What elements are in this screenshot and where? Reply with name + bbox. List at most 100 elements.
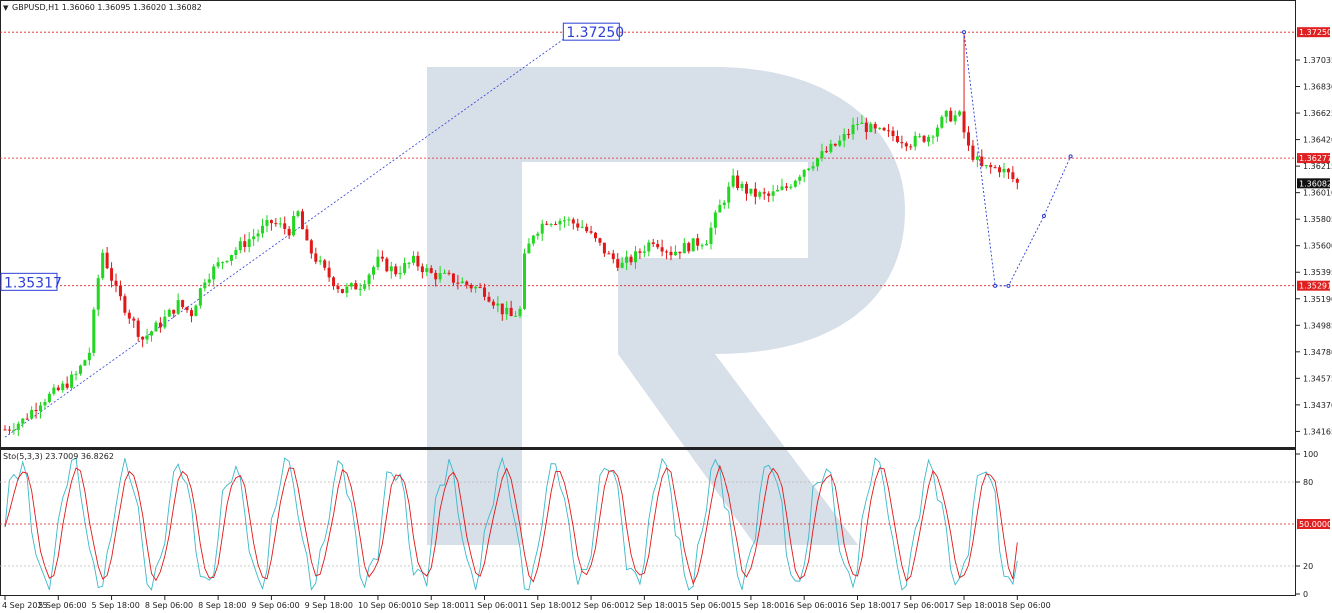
price-tick-label: 1.34575: [1303, 374, 1332, 383]
candle-body: [398, 272, 402, 275]
candle-body: [56, 387, 60, 391]
candle-body: [793, 180, 797, 187]
candle-body: [265, 220, 269, 226]
candle-body: [949, 110, 953, 122]
candle-body: [278, 223, 282, 225]
candle-body: [594, 232, 598, 239]
price-tick-label: 1.34780: [1303, 348, 1332, 357]
candle-body: [292, 216, 296, 236]
annotation-box: [0, 272, 58, 291]
candle-body: [216, 262, 220, 267]
candle-body: [638, 251, 642, 253]
candle-body: [314, 253, 318, 262]
candle-body: [820, 151, 824, 159]
candle-body: [993, 167, 997, 169]
candle-body: [727, 186, 731, 203]
candle-body: [16, 423, 20, 430]
dropdown-arrow-icon[interactable]: ▼: [3, 4, 9, 12]
candle-body: [141, 336, 145, 340]
candle-body: [607, 253, 611, 255]
candle-body: [882, 127, 886, 131]
candle-body: [633, 251, 637, 263]
candles: [3, 32, 1019, 436]
candle-body: [61, 383, 65, 391]
price-axis: 1.37035 1.36830 1.36625 1.36420 1.36215 1.360…: [1296, 56, 1332, 436]
candle-body: [998, 167, 1002, 173]
candle-body: [571, 219, 575, 224]
candle-body: [474, 286, 478, 289]
symbol-info: GBPUSD,H1 1.36060 1.36095 1.36020 1.3608…: [12, 3, 202, 12]
candle-body: [438, 273, 442, 280]
candle-body: [487, 296, 491, 302]
candle-body: [855, 123, 859, 125]
candle-body: [225, 260, 229, 263]
candle-body: [838, 140, 842, 146]
stochastic-level-box: [1297, 519, 1330, 529]
candle-body: [496, 303, 500, 306]
time-tick-label: 10 Sep 06:00: [358, 601, 411, 610]
candle-body: [869, 123, 873, 133]
candle-body: [256, 233, 260, 237]
candle-body: [740, 184, 744, 189]
candle-body: [665, 251, 669, 253]
candle-body: [87, 352, 91, 361]
candle-body: [287, 228, 291, 236]
time-tick-label: 9 Sep 18:00: [305, 601, 353, 610]
candle-body: [78, 365, 82, 374]
forecast-point: [1068, 154, 1073, 159]
candle-body: [984, 165, 988, 167]
current-price-box: [1297, 178, 1330, 189]
candle-body: [451, 273, 455, 283]
price-tick-label: 1.35395: [1303, 268, 1332, 277]
candle-body: [878, 127, 882, 129]
time-tick-label: 10 Sep 18:00: [411, 601, 464, 610]
candle-body: [549, 223, 553, 225]
candle-body: [105, 252, 109, 269]
price-pane[interactable]: [0, 0, 1296, 448]
time-tick-label: 16 Sep 06:00: [784, 601, 837, 610]
candle-body: [389, 266, 393, 272]
candle-body: [567, 219, 571, 221]
candle-body: [385, 258, 389, 272]
candle-body: [731, 175, 735, 187]
price-tick-label: 1.34370: [1303, 401, 1332, 410]
candle-body: [713, 212, 717, 228]
candle-body: [887, 130, 891, 132]
candle-body: [847, 133, 851, 135]
candle-body: [554, 223, 558, 225]
price-tick-label: 1.34165: [1303, 427, 1332, 436]
candle-body: [349, 283, 353, 287]
candle-body: [505, 307, 509, 315]
candle-body: [145, 335, 149, 340]
price-tick-label: 1.37035: [1303, 56, 1332, 65]
candle-body: [913, 135, 917, 147]
candle-body: [625, 256, 629, 263]
candle-body: [1011, 172, 1015, 179]
candle-body: [669, 251, 673, 256]
candle-body: [25, 418, 29, 420]
forecast-path: [962, 30, 1073, 288]
candle-body: [940, 116, 944, 128]
candle-body: [1006, 168, 1010, 173]
candle-body: [602, 242, 606, 254]
candle-body: [96, 278, 100, 310]
candle-body: [429, 268, 433, 273]
candle-body: [247, 239, 251, 248]
candle-body: [642, 251, 646, 253]
candle-body: [65, 383, 69, 388]
time-tick-label: 5 Sep 06:00: [38, 601, 86, 610]
level-price-label: 1.37250: [1299, 28, 1332, 37]
candle-body: [527, 243, 531, 254]
candle-body: [518, 308, 522, 316]
candle-body: [3, 429, 7, 431]
candle-body: [771, 191, 775, 196]
current-price-label: 1.36082: [1299, 179, 1332, 188]
stochastic-pane[interactable]: [0, 449, 1296, 596]
candle-body: [154, 322, 158, 332]
candle-body: [971, 145, 975, 160]
time-tick-label: 11 Sep 18:00: [518, 601, 571, 610]
candle-body: [376, 256, 380, 268]
stochastic-lines: [4, 456, 1018, 591]
time-tick-label: 5 Sep 18:00: [92, 601, 140, 610]
